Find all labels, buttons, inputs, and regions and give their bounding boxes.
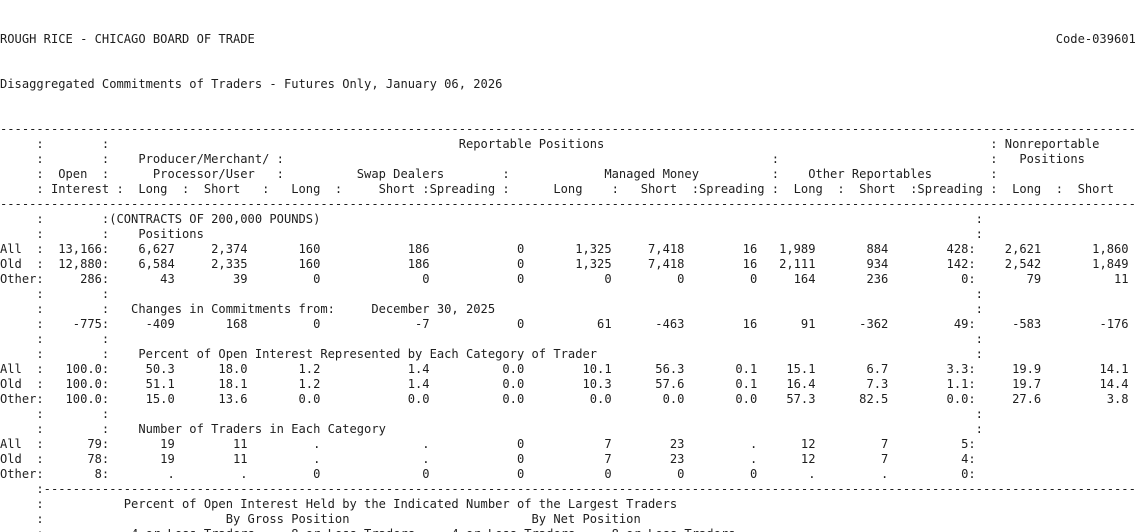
column-header-row-4: : Interest : Long : Short : Long : Short… (0, 182, 1136, 196)
changes-row: : -775: -409 168 0 -7 0 61 -463 16 91 -3… (0, 317, 1136, 331)
positions-row-old: Old : 12,880: 6,584 2,335 160 186 0 1,32… (0, 257, 1136, 271)
percent-row-all: All : 100.0: 50.3 18.0 1.2 1.4 0.0 10.1 … (0, 362, 1136, 376)
traders-caption-row: : : Number of Traders in Each Category : (0, 422, 1136, 436)
changes-caption-row: : : Changes in Commitments from: Decembe… (0, 302, 1136, 316)
report-subtitle: Disaggregated Commitments of Traders - F… (0, 77, 503, 91)
separator-concentration: :---------------------------------------… (0, 482, 1136, 496)
traders-row-old: Old : 78: 19 11 . . 0 7 23 . 12 7 4: (0, 452, 1136, 466)
spacer-row: : : : (0, 407, 1136, 421)
column-header-row-3: : Open : Processor/User : Swap Dealers :… (0, 167, 1136, 181)
commodity-title: ROUGH RICE - CHICAGO BOARD OF TRADE (0, 32, 255, 46)
concentration-groups-row: : 4 or Less Traders 8 or Less Traders 4 … (0, 527, 1140, 532)
report-code: Code-039601 (1055, 32, 1136, 46)
spacer-row: : : : (0, 287, 1136, 301)
positions-row-all: All : 13,166: 6,627 2,374 160 186 0 1,32… (0, 242, 1136, 256)
report-body: ----------------------------------------… (0, 122, 1140, 532)
percent-caption-row: : : Percent of Open Interest Represented… (0, 347, 1136, 361)
traders-row-other: Other: 8: . . 0 0 0 0 0 0 . . 0: (0, 467, 1136, 481)
column-header-row-2: : : Producer/Merchant/ : : : Positions (0, 152, 1136, 166)
contracts-note-row: : :(CONTRACTS OF 200,000 POUNDS) : (0, 212, 1136, 226)
report-title-line: ROUGH RICE - CHICAGO BOARD OF TRADE Code-… (0, 32, 1140, 47)
concentration-caption-row: : Percent of Open Interest Held by the I… (0, 497, 1136, 511)
traders-row-all: All : 79: 19 11 . . 0 7 23 . 12 7 5: (0, 437, 1136, 451)
percent-row-old: Old : 100.0: 51.1 18.1 1.2 1.4 0.0 10.3 … (0, 377, 1136, 391)
positions-caption-row: : : Positions : (0, 227, 1136, 241)
separator-header: ----------------------------------------… (0, 197, 1136, 211)
concentration-grossnet-row: : By Gross Position By Net Position (0, 512, 1136, 526)
percent-row-other: Other: 100.0: 15.0 13.6 0.0 0.0 0.0 0.0 … (0, 392, 1136, 406)
positions-row-other: Other: 286: 43 39 0 0 0 0 0 0 164 236 0:… (0, 272, 1136, 286)
separator-top: ----------------------------------------… (0, 122, 1136, 136)
spacer-row: : : : (0, 332, 1136, 346)
column-header-row-1: : : Reportable Positions : Nonreportable (0, 137, 1136, 151)
